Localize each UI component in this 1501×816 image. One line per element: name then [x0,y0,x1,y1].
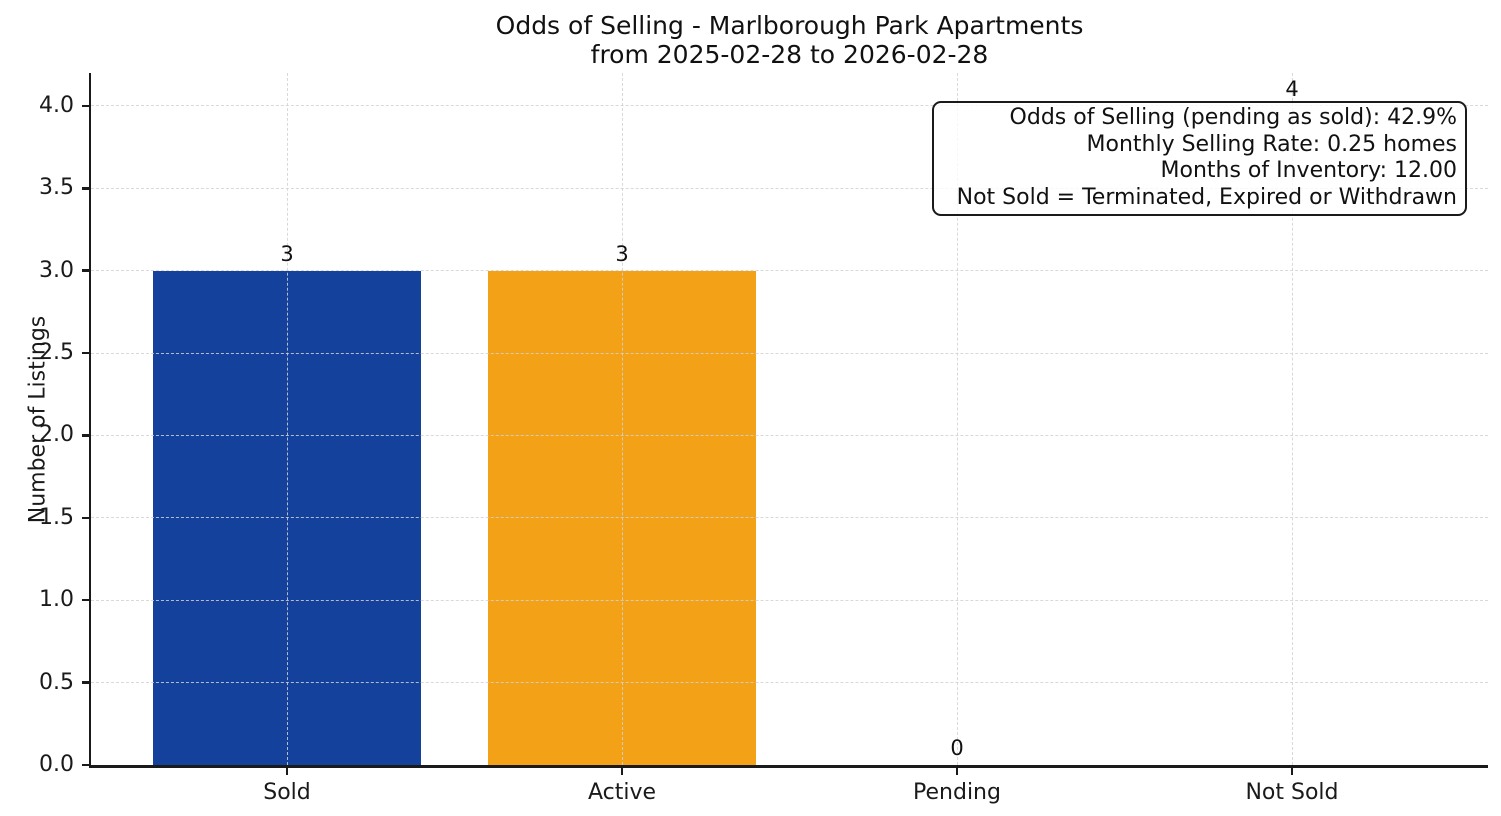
y-tick-label: 0.5 [39,669,74,695]
x-axis-tick [1290,768,1294,775]
gridline-v [286,73,288,765]
y-tick-label: 3.0 [39,257,74,283]
y-axis-tick [82,351,89,355]
gridline-h [91,270,1488,272]
y-axis-tick [82,763,89,767]
x-tick-label-sold: Sold [263,780,311,805]
y-axis-tick [82,434,89,437]
y-tick-label: 1.0 [39,587,74,613]
annotation-line-inventory: Months of Inventory: 12.00 [1160,158,1457,183]
x-axis-tick [955,768,959,775]
x-axis-tick [285,768,289,775]
y-tick-label: 1.5 [39,504,74,530]
bar-value-label-sold: 3 [280,241,294,266]
gridline-h [91,599,1488,601]
gridline-v [956,73,958,765]
chart-title: Odds of Selling - Marlborough Park Apart… [91,11,1488,69]
gridline-h [91,682,1488,684]
y-axis-tick [82,104,89,108]
gridline-h [91,434,1488,436]
bar-value-label-active: 3 [615,241,629,266]
gridline-v [621,73,623,765]
y-axis-tick [82,187,89,190]
y-axis-tick [82,681,89,684]
x-tick-label-active: Active [587,780,657,805]
chart-title-line1: Odds of Selling - Marlborough Park Apart… [495,11,1084,40]
gridline-h [91,105,1488,107]
x-axis-tick [620,768,624,775]
y-axis-tick [82,598,89,602]
gridline-h [91,517,1488,519]
y-axis-tick [82,269,89,272]
annotation-line-rate: Monthly Selling Rate: 0.25 homes [1086,131,1457,157]
chart-title-line2: from 2025-02-28 to 2026-02-28 [590,40,989,69]
gridline-h [91,352,1488,354]
y-tick-label: 3.5 [39,175,74,201]
gridline-h [91,187,1488,189]
x-tick-label-pending: Pending [913,780,1001,805]
x-tick-label-not-sold: Not Sold [1245,780,1339,805]
annotation-box: Odds of Selling (pending as sold): 42.9%… [932,101,1467,216]
y-tick-label: 0.0 [39,752,74,777]
y-tick-label: 4.0 [39,92,74,118]
y-tick-label: 2.5 [39,340,74,366]
annotation-line-notsold-def: Not Sold = Terminated, Expired or Withdr… [956,184,1457,210]
gridline-v [1291,73,1293,765]
bar-value-label-pending: 0 [950,736,964,760]
plot-area: Odds of Selling (pending as sold): 42.9%… [39,73,1488,805]
annotation-line-odds: Odds of Selling (pending as sold): 42.9% [1009,105,1457,130]
y-tick-label: 2.0 [39,422,74,448]
y-axis-tick [82,516,89,520]
bar-value-label-not-sold: 4 [1285,76,1299,101]
